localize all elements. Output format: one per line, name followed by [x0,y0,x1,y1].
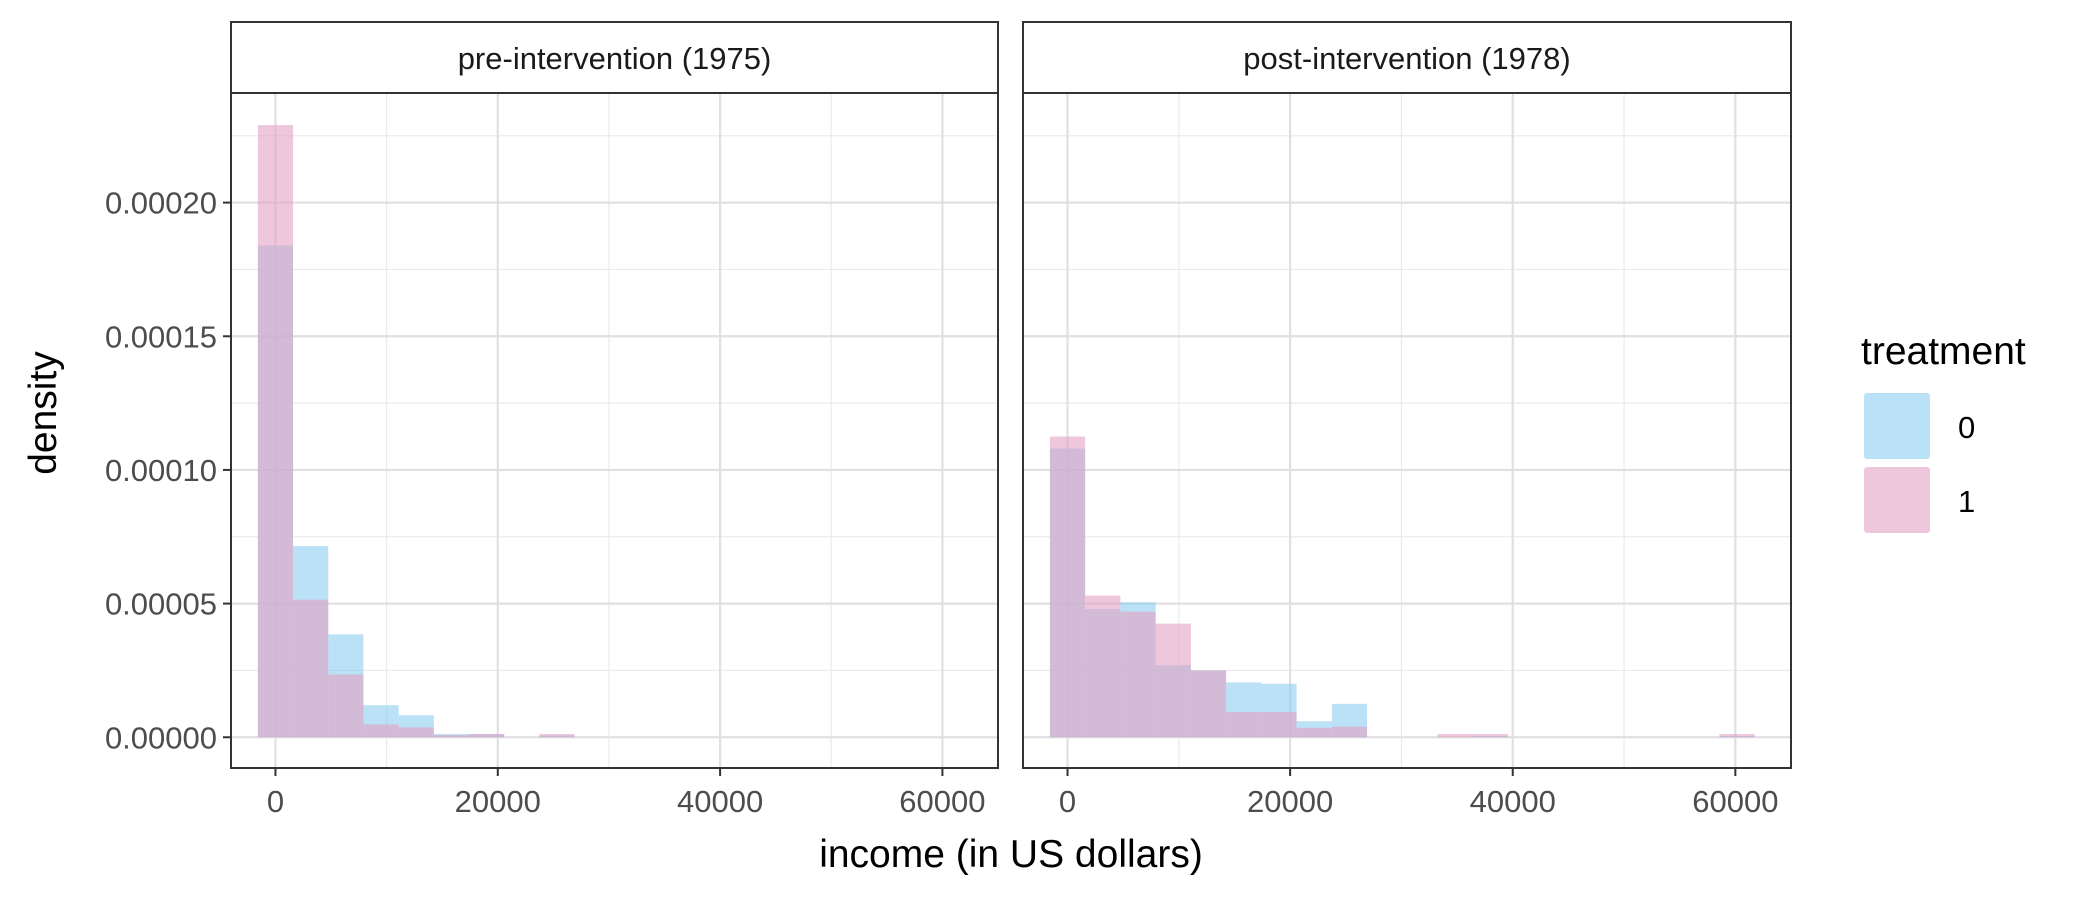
strip-label-post: post-intervention (1978) [1243,41,1570,76]
histogram-bar-group-1 [1331,726,1368,738]
histogram-bar-group-1 [1085,595,1121,738]
histogram-bar-group-1 [433,735,470,738]
histogram-bar-group-1 [1719,734,1755,738]
histogram-bar-group-1 [363,724,399,738]
panel-border [1022,92,1792,769]
histogram-bar-group-1 [257,125,294,738]
x-tick-label: 0 [1059,784,1076,819]
y-tick-label: 0.00005 [105,587,217,622]
histogram-bar-group-1 [1296,727,1332,738]
histogram-bar-group-1 [1120,611,1156,738]
histogram-bar-group-1 [1261,711,1297,738]
y-axis-title: density [22,351,65,475]
y-axis: 0.00000 0.00005 0.00010 0.00015 0.00020 [105,186,231,755]
x-tick-label: 20000 [1247,784,1333,819]
x-axis-title: income (in US dollars) [819,833,1203,876]
x-tick-label: 0 [267,784,284,819]
x-tick-label: 60000 [899,784,985,819]
histogram-bar-group-1 [469,734,505,738]
plot-area-pre [230,92,999,769]
legend-label-1: 1 [1958,484,1975,519]
strip-label-pre: pre-intervention (1975) [458,41,772,76]
histogram-bar-group-1 [328,674,364,738]
y-tick-label: 0.00015 [105,319,217,354]
x-tick-label: 60000 [1692,784,1778,819]
legend-title: treatment [1861,330,2026,373]
x-tick-label: 20000 [455,784,541,819]
x-axis-post: 0 20000 40000 60000 [1059,768,1778,819]
histogram-bar-group-1 [1472,734,1509,738]
histogram-bar-group-1 [1226,711,1262,738]
plot-area-post [1022,92,1792,769]
histogram-bar-group-1 [1437,734,1473,738]
strip-background-pre [230,21,999,94]
x-axis-pre: 0 20000 40000 60000 [267,768,986,819]
histogram-bar-group-1 [1049,436,1086,738]
legend-label-0: 0 [1958,410,1975,445]
panel-pre: pre-intervention (1975) [230,21,999,769]
histogram-bar-group-1 [293,599,329,738]
y-tick-label: 0.00000 [105,720,217,755]
histogram-bar-group-1 [1155,623,1191,738]
x-tick-label: 40000 [1470,784,1556,819]
panel-border [230,92,999,769]
histogram-bar-group-1 [398,727,434,738]
panel-post: post-intervention (1978) [1022,21,1792,769]
histogram-bar-group-1 [539,734,575,738]
y-tick-label: 0.00010 [105,453,217,488]
legend-key-0 [1864,393,1930,459]
legend-key-1 [1864,467,1930,533]
y-tick-label: 0.00020 [105,186,217,221]
histogram-bar-group-1 [1190,670,1227,738]
x-tick-label: 40000 [677,784,763,819]
strip-background-post [1022,21,1792,94]
legend: treatment 0 1 [1861,330,2026,533]
